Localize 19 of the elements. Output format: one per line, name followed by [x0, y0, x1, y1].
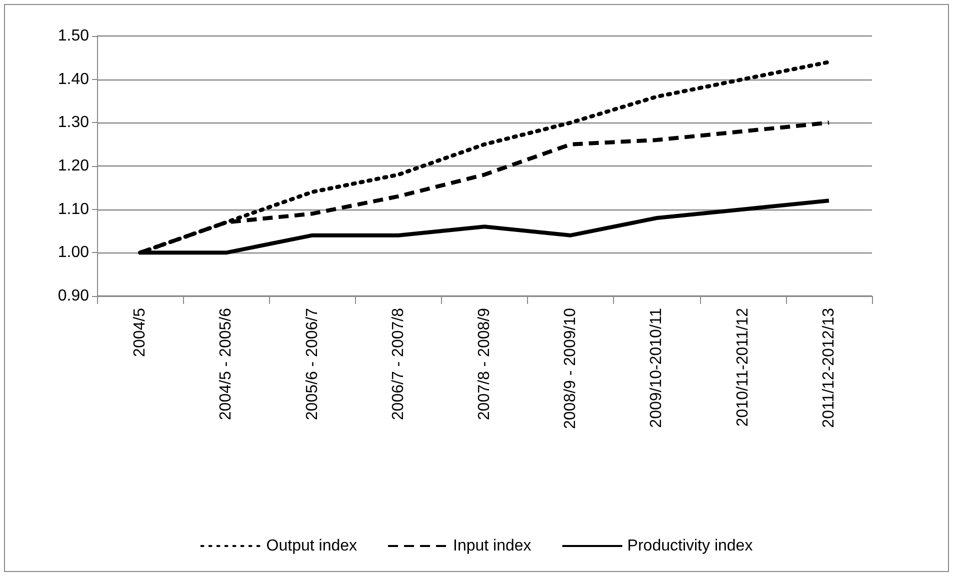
- y-tick-label: 1.00: [58, 244, 90, 262]
- x-tick-label: 2005/6 - 2006/7: [304, 308, 321, 420]
- x-tick-label: 2011/12-2012/13: [820, 308, 838, 428]
- legend-label: Input index: [453, 538, 532, 554]
- legend-label: Output index: [266, 538, 358, 554]
- legend-label: Productivity index: [627, 538, 753, 554]
- y-tick-label: 1.40: [58, 70, 90, 88]
- y-tick-label: 1.30: [58, 114, 90, 132]
- x-tick-label: 2004/5: [132, 308, 149, 357]
- y-tick-label: 1.50: [58, 28, 90, 44]
- y-tick-label: 1.20: [58, 158, 90, 174]
- x-tick-label: 2007/8 - 2008/9: [476, 308, 493, 420]
- x-tick-label: 2008/9 - 2009/10: [562, 308, 580, 429]
- x-tick-label: 2004/5 - 2005/6: [218, 308, 235, 420]
- x-tick-label: 2010/11-2011/12: [734, 308, 752, 427]
- x-tick-label: 2006/7 - 2007/8: [390, 308, 407, 420]
- y-tick-label: 1.10: [58, 200, 90, 218]
- x-tick-label: 2009/10-2010/11: [648, 308, 666, 428]
- y-tick-label: 0.90: [58, 288, 90, 304]
